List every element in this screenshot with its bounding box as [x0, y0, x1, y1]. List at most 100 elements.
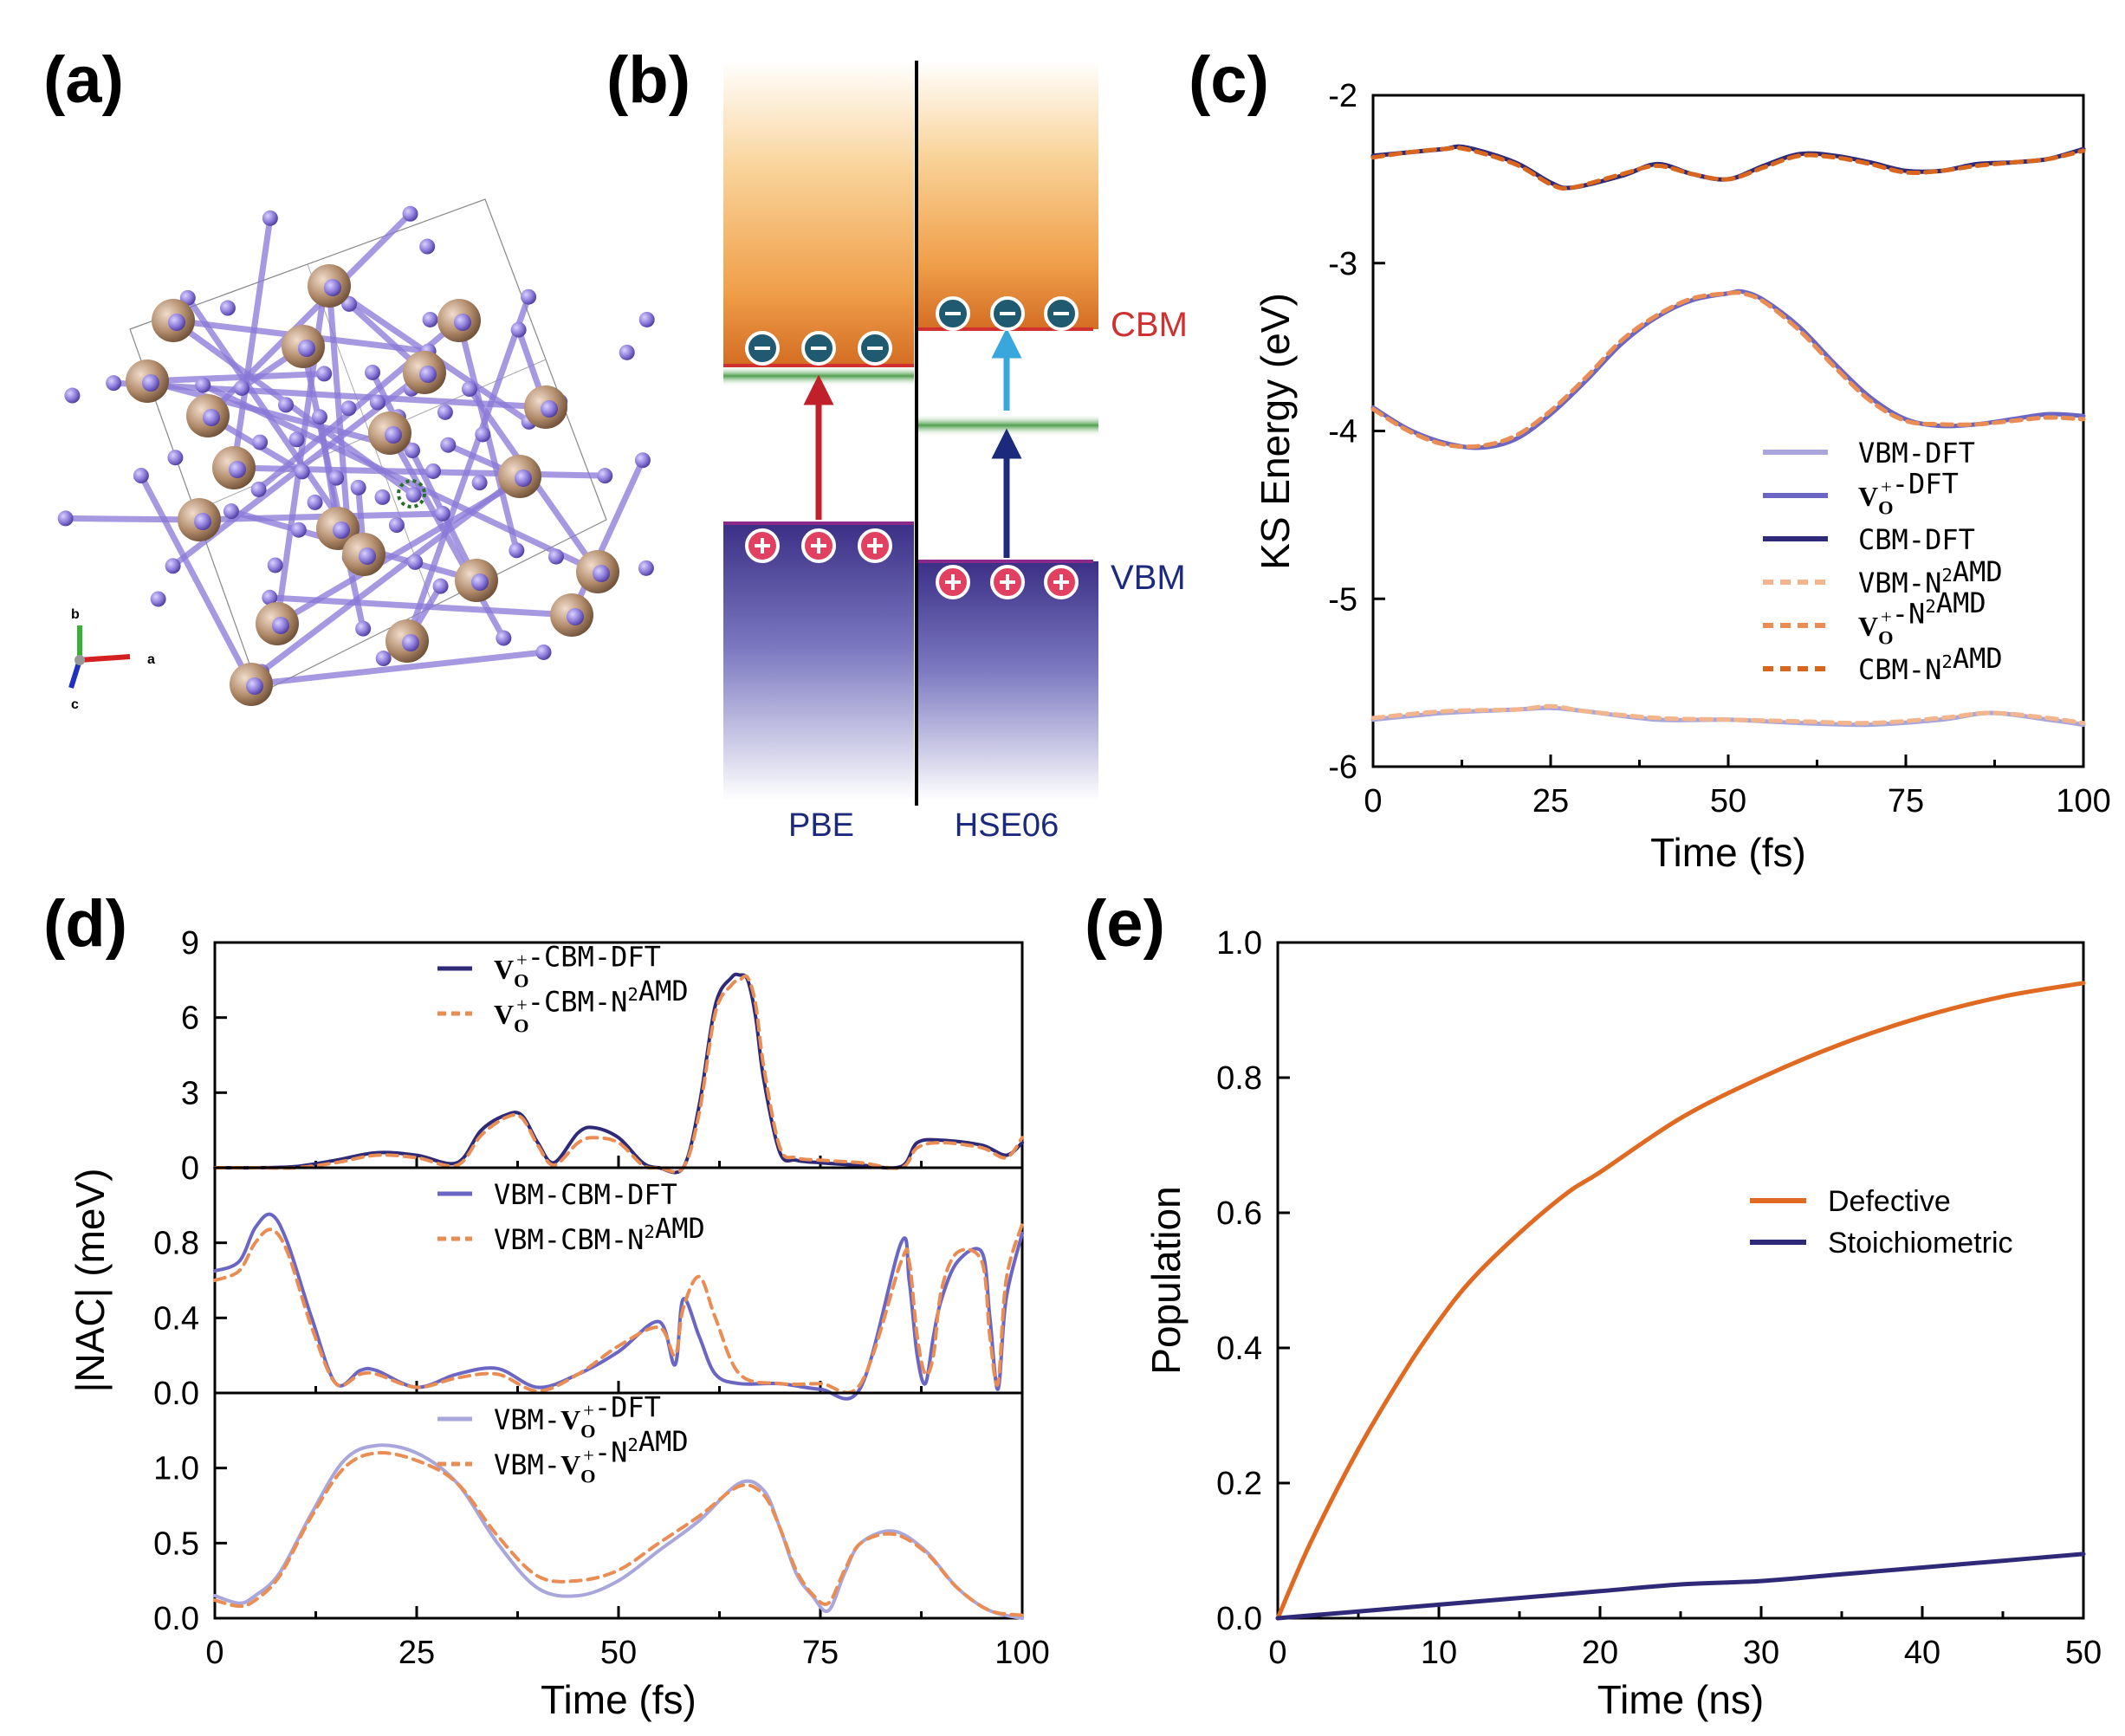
oxygen-atom	[541, 400, 558, 418]
n-symbol: N	[627, 1223, 644, 1256]
vo-superscript: +	[516, 994, 528, 1016]
oxygen-atom	[142, 374, 159, 392]
oxygen-atom	[369, 394, 385, 411]
oxygen-atom	[219, 300, 236, 316]
hse06-label: HSE06	[955, 807, 1059, 844]
text-part: AMD	[1936, 586, 1986, 619]
x-tick-label: 30	[1743, 1635, 1779, 1671]
oxygen-atom	[388, 517, 405, 534]
oxygen-atom	[324, 279, 341, 296]
sn-o-bond	[65, 515, 200, 523]
oxygen-atom	[290, 521, 307, 538]
legend-label: VBM-CBM-DFT	[494, 1178, 677, 1211]
oxygen-atom	[509, 542, 525, 559]
oxygen-atom	[355, 620, 372, 637]
oxygen-atom	[262, 210, 278, 226]
y-axis-title: Population	[1143, 1186, 1189, 1374]
oxygen-atom	[475, 426, 491, 443]
oxygen-atom	[385, 426, 402, 444]
carriers	[745, 296, 1079, 599]
panel-a-label: (a)	[43, 43, 124, 117]
oxygen-atom	[278, 397, 295, 413]
oxygen-atom	[425, 463, 442, 479]
series-line-vo-cbm-n2amd	[213, 974, 1024, 1174]
vo-symbol: V	[1858, 611, 1878, 642]
vo-superscript: +	[583, 1400, 594, 1422]
oxygen-atom	[168, 314, 185, 331]
oxygen-atom	[165, 558, 181, 574]
oxygen-atom	[535, 644, 552, 660]
oxygen-atom	[597, 468, 613, 484]
text-part: CBM-	[1858, 653, 1925, 686]
legend-label: Stoichiometric	[1828, 1227, 2013, 1260]
y-tick-label: -5	[1328, 581, 1357, 618]
x-tick-label: 100	[2056, 783, 2110, 819]
sn-o-bond	[138, 474, 255, 686]
legend-label: VO+-CBM-DFT	[494, 941, 661, 992]
vo-subscript: O	[1878, 497, 1893, 519]
oxygen-atom	[195, 377, 211, 393]
y-tick-label: 0	[181, 1150, 199, 1187]
sn-o-bond	[404, 295, 532, 643]
x-tick-label: 50	[2065, 1635, 2102, 1671]
vo-subscript: O	[514, 970, 528, 992]
oxygen-atom	[419, 238, 436, 255]
oxygen-atom	[234, 379, 250, 396]
oxygen-atom	[350, 479, 366, 496]
y-tick-label: 9	[181, 925, 199, 962]
series-line-cbm-n2amd	[1370, 146, 2086, 191]
legend-label: VBM-VO+-DFT	[494, 1391, 661, 1442]
vo-symbol: V	[560, 1404, 580, 1435]
n-superscript: 2	[627, 1435, 638, 1455]
oxygen-atom	[419, 366, 437, 383]
hse-valence-band	[917, 561, 1098, 800]
pbe-defect-level	[723, 366, 914, 386]
vbm-label: VBM	[1111, 559, 1186, 597]
text-part: AMD	[638, 975, 689, 1007]
oxygen-atom	[374, 489, 391, 505]
x-tick-label: 25	[398, 1635, 435, 1671]
oxygen-atom	[272, 617, 289, 634]
series-line-vbm-vo-n2amd	[213, 1451, 1024, 1617]
panel-e-label: (e)	[1085, 887, 1165, 961]
text-part: -	[594, 1436, 611, 1469]
legend-label: VBM-CBM-N2AMD	[494, 1212, 705, 1256]
vo-subscript: O	[1878, 627, 1893, 649]
oxygen-atom	[567, 608, 584, 625]
oxygen-atom	[64, 387, 81, 404]
oxygen-atom	[316, 366, 333, 382]
oxygen-atom	[150, 591, 166, 607]
cbm-label: CBM	[1111, 306, 1188, 344]
vo-subscript: O	[514, 1015, 528, 1037]
x-tick-label: 10	[1421, 1635, 1457, 1671]
series-line-defective	[1275, 981, 2086, 1621]
pbe-label: PBE	[788, 807, 854, 844]
oxygen-atom	[252, 434, 269, 450]
y-tick-label: 0.6	[1216, 1195, 1262, 1232]
oxygen-atom	[454, 314, 471, 331]
text-part: AMD	[655, 1212, 705, 1245]
vo-superscript: +	[583, 1445, 594, 1467]
unit-cell-outline	[129, 198, 607, 694]
text-part: VBM-	[494, 1403, 560, 1436]
oxygen-atom	[294, 463, 310, 480]
oxygen-atom	[515, 470, 532, 487]
oxygen-atom	[298, 340, 315, 357]
y-tick-label: 6	[181, 1001, 199, 1037]
x-axis-title: Time (fs)	[541, 1677, 696, 1722]
subplot-3: 0 25 50 75 1000.00.51.0VBM-VO+-DFTVBM-VO+-N2…	[153, 1391, 1050, 1671]
oxygen-atom	[634, 452, 651, 469]
oxygen-atom	[405, 487, 422, 503]
oxygen-atom	[333, 521, 350, 539]
x-tick-label: 75	[802, 1635, 839, 1671]
text-part: AMD	[638, 1425, 689, 1458]
x-tick-label: 100	[994, 1635, 1049, 1671]
series-line-vbm-n2amd	[1370, 703, 2086, 726]
y-tick-label: -4	[1328, 414, 1357, 450]
panel-a: (a) b a c	[43, 43, 655, 712]
sn-o-bond	[250, 649, 544, 688]
y-tick-label: 0.0	[153, 1376, 199, 1412]
n-superscript: 2	[1925, 596, 1936, 617]
vo-superscript: +	[1881, 476, 1892, 498]
oxygen-atom	[328, 470, 345, 486]
